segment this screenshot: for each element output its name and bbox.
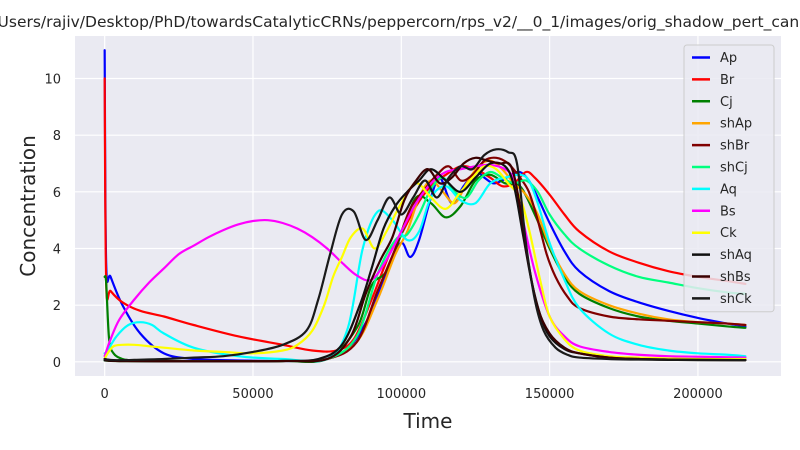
y-tick-label: 0 xyxy=(53,356,61,371)
series-line-br xyxy=(103,77,747,353)
y-axis-label: Concentration xyxy=(16,135,40,276)
legend-label-shck: shCk xyxy=(720,292,752,307)
legend-label-shap: shAp xyxy=(720,117,752,132)
y-tick-label: 10 xyxy=(44,73,61,88)
legend-label-cj: Cj xyxy=(720,95,733,110)
legend-label-shbs: shBs xyxy=(720,270,751,285)
y-tick-label: 2 xyxy=(53,299,61,314)
legend-box xyxy=(683,44,775,313)
legend-label-ck: Ck xyxy=(720,226,737,241)
y-tick-label: 8 xyxy=(53,129,61,144)
legend-label-shaq: shAq xyxy=(720,248,752,263)
series-lines xyxy=(103,49,747,364)
legend-label-shcj: shCj xyxy=(720,161,748,176)
series-line-ck xyxy=(103,164,747,361)
legend-label-br: Br xyxy=(720,73,735,88)
y-tick-label: 4 xyxy=(53,243,61,258)
x-tick-label: 100000 xyxy=(376,387,426,402)
series-line-shck xyxy=(103,148,747,362)
series-line-shbs xyxy=(103,156,747,363)
legend-label-shbr: shBr xyxy=(720,139,750,154)
y-tick-label: 6 xyxy=(53,186,61,201)
chart-title: /Users/rajiv/Desktop/PhD/towardsCatalyti… xyxy=(0,13,800,32)
x-tick-label: 200000 xyxy=(673,387,723,402)
legend-label-aq: Aq xyxy=(720,182,737,197)
x-tick-label: 150000 xyxy=(525,387,575,402)
tick-labels: 0 50000 100000 150000 200000 0 2 4 6 8 10 xyxy=(44,73,722,403)
legend-label-bs: Bs xyxy=(720,204,736,219)
x-axis-label: Time xyxy=(403,409,453,433)
x-tick-label: 0 xyxy=(101,387,109,402)
legend: Ap Br Cj shAp shBr shCj Aq Bs Ck shAq shBs shCk xyxy=(683,44,775,313)
x-tick-label: 50000 xyxy=(232,387,273,402)
legend-label-ap: Ap xyxy=(720,51,737,66)
